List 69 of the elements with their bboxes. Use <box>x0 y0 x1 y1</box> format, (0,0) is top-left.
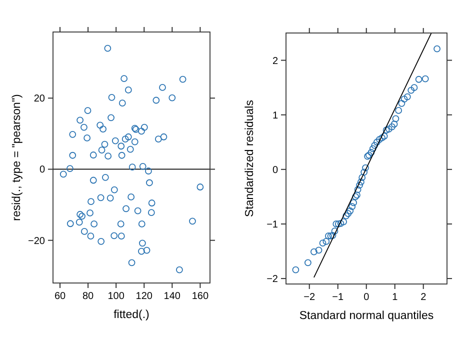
point <box>337 220 344 227</box>
point <box>360 168 368 176</box>
point <box>322 238 330 245</box>
point <box>319 240 326 247</box>
point <box>382 126 390 134</box>
x-tick-label: 140 <box>164 291 181 302</box>
point <box>332 220 340 228</box>
x-tick-label: 1 <box>392 292 398 303</box>
point <box>331 228 338 235</box>
x-tick-label: −1 <box>332 292 344 303</box>
x-tick-label: 160 <box>192 291 209 302</box>
point <box>346 207 354 214</box>
point <box>344 210 352 218</box>
x-tick-label: −2 <box>304 292 316 303</box>
point <box>315 246 322 254</box>
point <box>292 266 300 274</box>
y-tick-label: 2 <box>272 56 278 67</box>
point <box>390 120 398 128</box>
x-tick-label: 100 <box>108 291 125 302</box>
point <box>434 45 440 52</box>
point <box>398 100 406 107</box>
y-tick-label: −20 <box>28 236 46 247</box>
x-tick-label: 0 <box>364 292 370 303</box>
point <box>329 232 336 239</box>
point <box>410 84 418 92</box>
point <box>350 199 357 206</box>
point <box>388 123 396 130</box>
point <box>380 132 388 140</box>
point <box>358 174 366 182</box>
y-tick-label: 0 <box>39 164 46 176</box>
point <box>368 149 375 156</box>
point <box>327 232 334 240</box>
point <box>354 186 362 194</box>
point <box>334 220 342 228</box>
point <box>415 76 422 83</box>
x-tick-label: 60 <box>54 291 66 302</box>
y-axis-title: resid(., type = "pearson") <box>11 94 23 221</box>
y-tick-label: 20 <box>34 94 46 105</box>
point <box>310 248 318 256</box>
point <box>342 212 350 220</box>
point <box>385 126 392 132</box>
x-tick-label: 120 <box>136 291 153 302</box>
y-tick-label: −2 <box>266 274 278 286</box>
y-axis-title: Standardized residuals <box>244 100 256 217</box>
point <box>371 142 378 149</box>
point <box>304 259 312 266</box>
x-axis-title: fitted(.) <box>114 309 150 321</box>
point <box>325 232 332 240</box>
point <box>400 96 408 102</box>
point <box>340 218 348 226</box>
point <box>392 115 400 122</box>
x-tick-label: 2 <box>420 292 427 303</box>
point <box>378 134 386 142</box>
y-tick-label: 0 <box>272 164 278 176</box>
point <box>348 203 356 210</box>
point <box>376 136 383 143</box>
point <box>395 107 402 114</box>
point <box>362 164 369 172</box>
point <box>357 178 364 186</box>
y-tick-label: −1 <box>266 219 278 230</box>
x-tick-label: 80 <box>82 291 94 302</box>
x-axis-title: Standard normal quantiles <box>299 310 434 322</box>
point <box>373 138 380 146</box>
y-tick-label: 1 <box>272 110 278 122</box>
point <box>356 182 363 189</box>
point <box>369 145 376 152</box>
point <box>422 75 429 82</box>
point <box>408 86 415 94</box>
point <box>404 93 411 100</box>
